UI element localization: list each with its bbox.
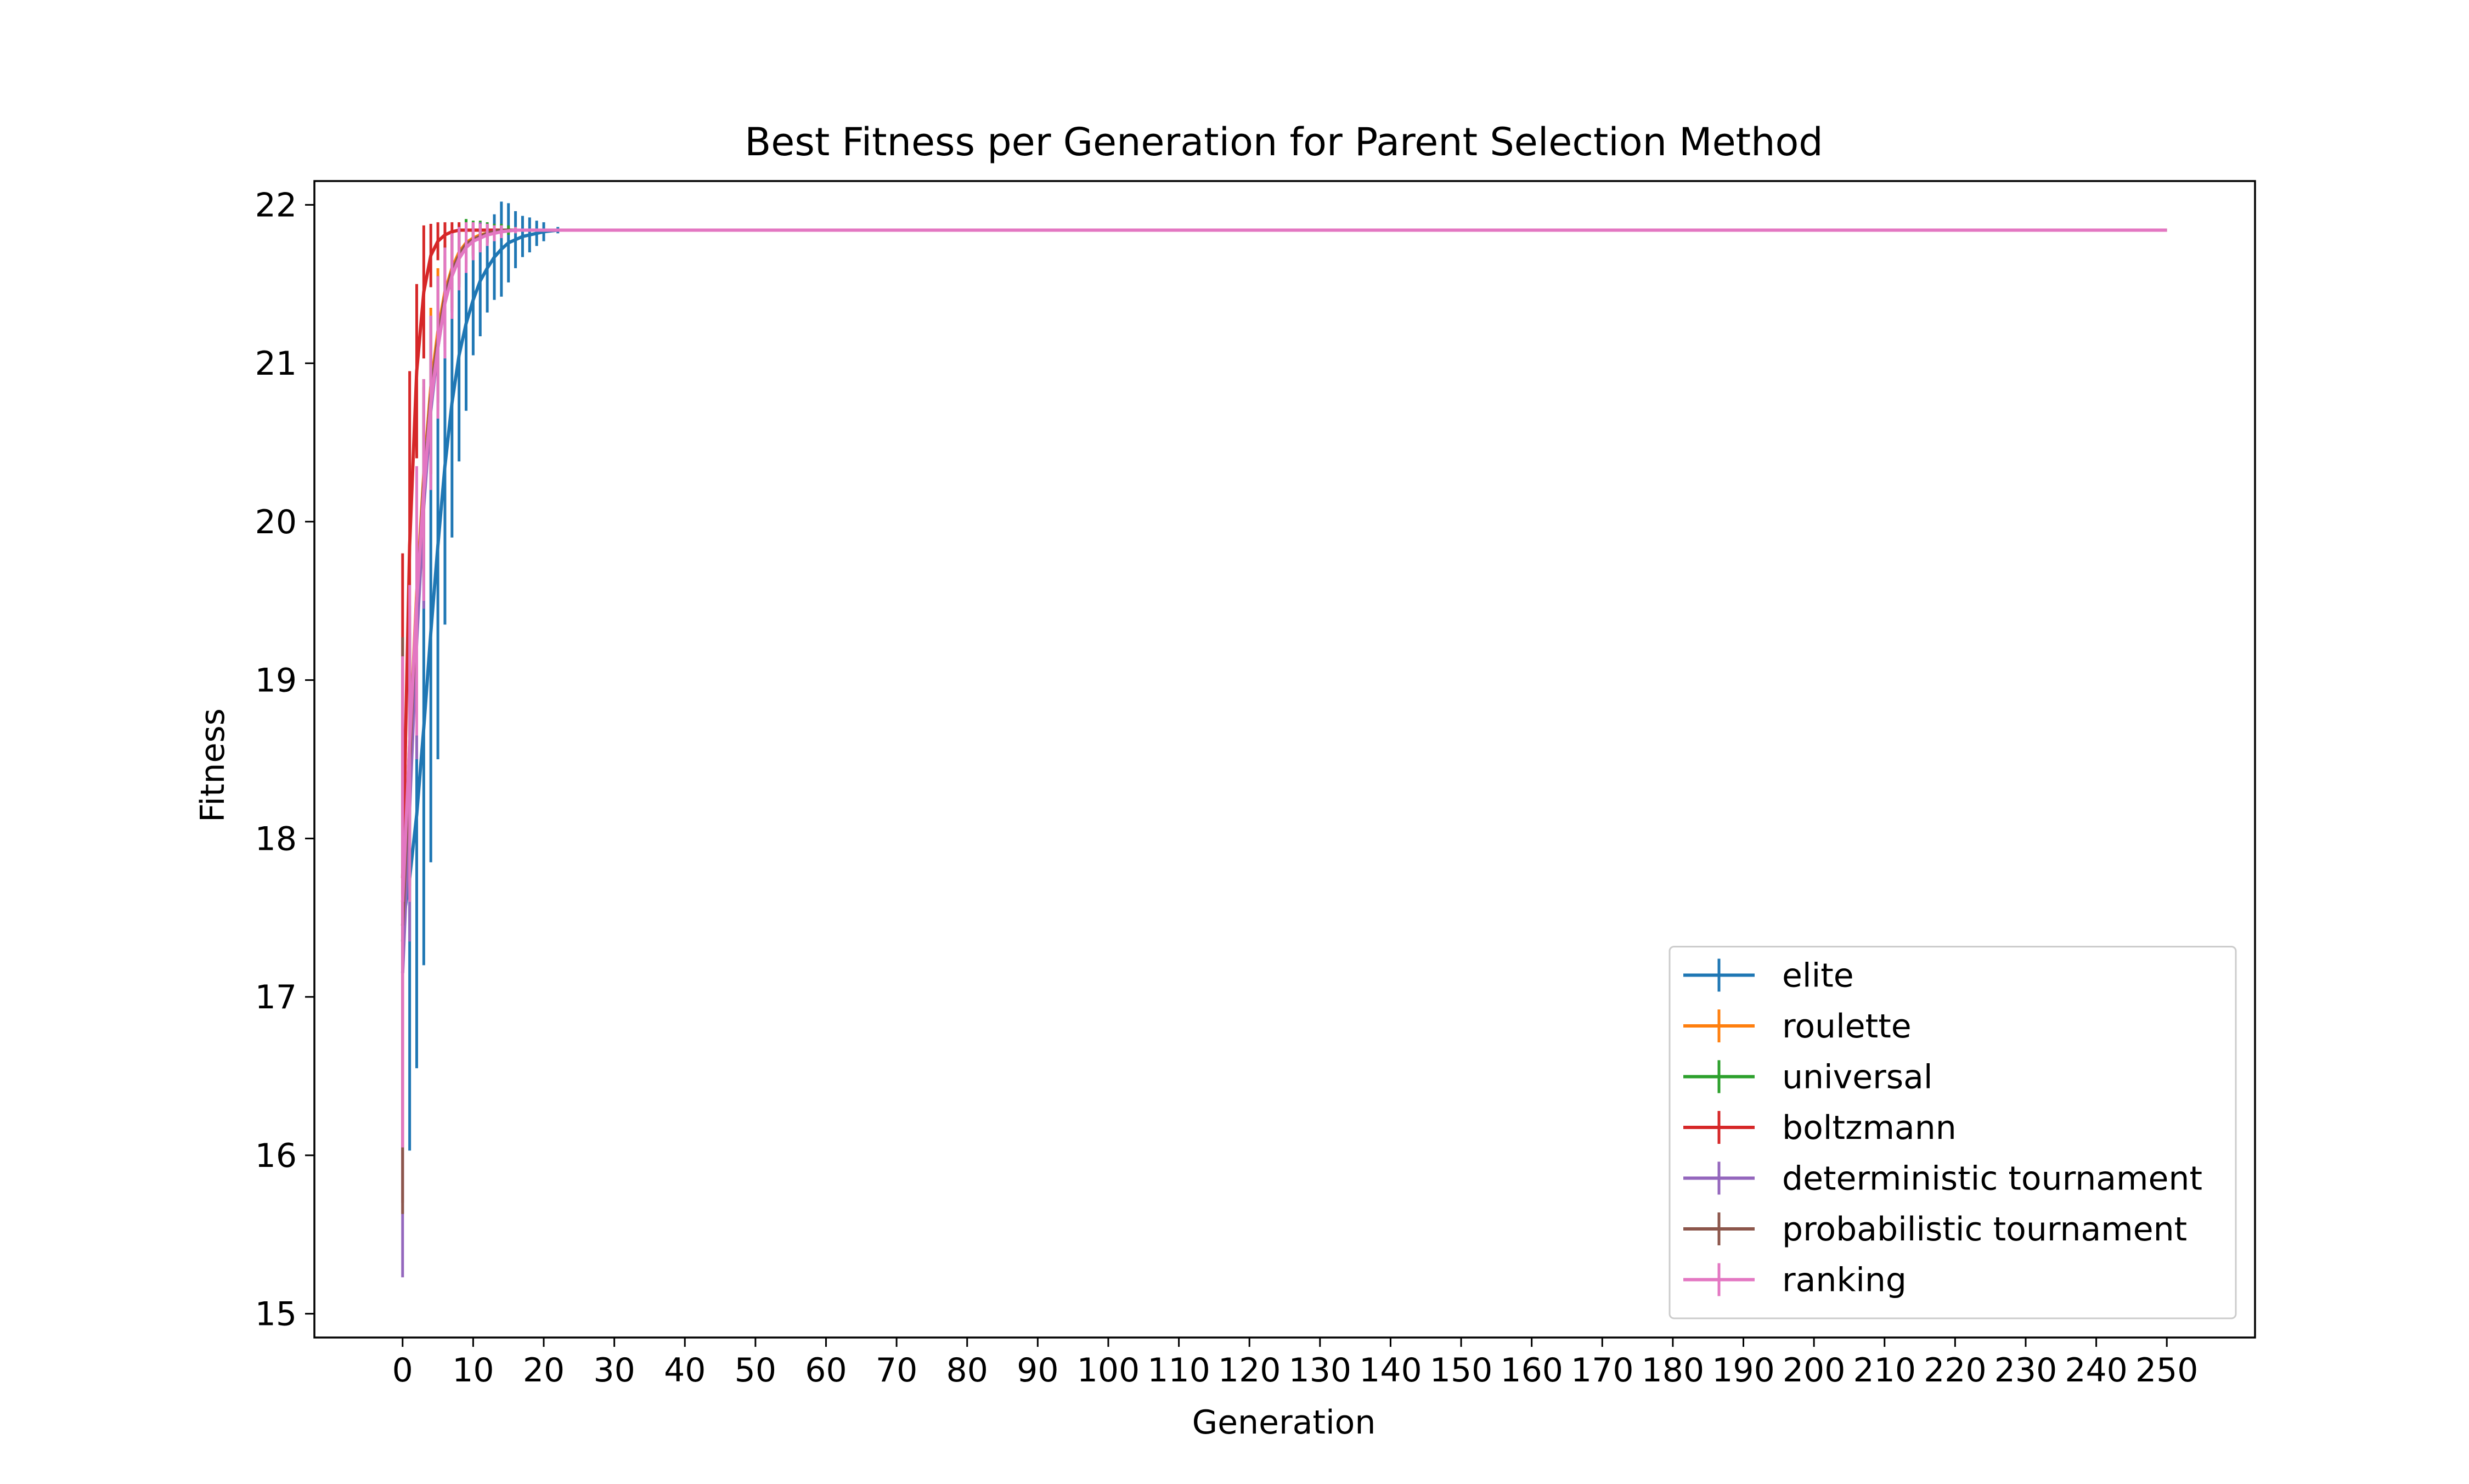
series-line bbox=[401, 228, 2167, 973]
series-line bbox=[401, 228, 2167, 926]
series-line bbox=[401, 228, 2167, 902]
x-tick-label: 100 bbox=[1077, 1351, 1140, 1390]
legend-label: universal bbox=[1782, 1058, 1933, 1097]
x-tick-label: 230 bbox=[1994, 1351, 2058, 1390]
x-tick-label: 70 bbox=[876, 1351, 917, 1390]
legend-item: roulette bbox=[1683, 1007, 1912, 1046]
plot-frame bbox=[313, 180, 2256, 1339]
y-tick-label: 18 bbox=[255, 820, 297, 858]
x-tick-label: 180 bbox=[1642, 1351, 1705, 1390]
legend-label: roulette bbox=[1782, 1007, 1912, 1046]
x-tick-label: 90 bbox=[1017, 1351, 1058, 1390]
series-line bbox=[401, 228, 2167, 878]
legend-item: elite bbox=[1683, 957, 1854, 995]
series-line bbox=[401, 228, 2167, 902]
x-tick-label: 60 bbox=[805, 1351, 847, 1390]
x-tick-label: 80 bbox=[946, 1351, 988, 1390]
x-tick-label: 160 bbox=[1500, 1351, 1563, 1390]
legend-label: probabilistic tournament bbox=[1782, 1210, 2187, 1249]
y-axis-label: Fitness bbox=[194, 708, 232, 822]
legend-label: boltzmann bbox=[1782, 1109, 1957, 1147]
y-tick-label: 22 bbox=[255, 186, 297, 224]
chart-title: Best Fitness per Generation for Parent S… bbox=[745, 120, 1823, 165]
y-tick-label: 17 bbox=[255, 978, 297, 1017]
legend-box bbox=[1668, 946, 2237, 1319]
x-tick-label: 240 bbox=[2065, 1351, 2128, 1390]
y-tick-label: 21 bbox=[255, 345, 297, 383]
x-tick-label: 40 bbox=[664, 1351, 706, 1390]
legend-label: elite bbox=[1782, 957, 1854, 995]
x-tick-label: 250 bbox=[2135, 1351, 2199, 1390]
x-tick-label: 220 bbox=[1924, 1351, 1987, 1390]
x-tick-label: 0 bbox=[392, 1351, 413, 1390]
x-tick-label: 150 bbox=[1430, 1351, 1493, 1390]
x-tick-label: 190 bbox=[1712, 1351, 1775, 1390]
x-tick-label: 170 bbox=[1571, 1351, 1634, 1390]
legend-item: probabilistic tournament bbox=[1683, 1210, 2187, 1249]
x-tick-label: 110 bbox=[1147, 1351, 1210, 1390]
series-line bbox=[401, 228, 2167, 926]
legend: elite roulette universal boltzmann determini… bbox=[1668, 946, 2237, 1319]
series-ranking bbox=[401, 222, 2167, 1148]
y-tick-label: 15 bbox=[255, 1295, 297, 1334]
series-line bbox=[401, 228, 2167, 942]
x-tick-label: 50 bbox=[735, 1351, 776, 1390]
plot-area bbox=[401, 201, 2167, 1278]
x-tick-label: 20 bbox=[523, 1351, 565, 1390]
x-tick-label: 200 bbox=[1783, 1351, 1846, 1390]
x-axis-label: Generation bbox=[1192, 1403, 1376, 1442]
y-tick-label: 16 bbox=[255, 1137, 297, 1175]
x-axis-ticks: 0 10 20 30 40 50 60 70 80 90 100 110 120 130 140 150 160… bbox=[392, 1338, 2199, 1390]
legend-label: ranking bbox=[1782, 1261, 1907, 1300]
legend-item: deterministic tournament bbox=[1683, 1160, 2202, 1198]
y-axis-ticks: 15 16 17 18 19 20 21 22 bbox=[255, 186, 314, 1334]
x-tick-label: 140 bbox=[1359, 1351, 1422, 1390]
x-tick-label: 10 bbox=[452, 1351, 494, 1390]
legend-label: deterministic tournament bbox=[1782, 1160, 2202, 1198]
x-tick-label: 30 bbox=[593, 1351, 635, 1390]
legend-item: boltzmann bbox=[1683, 1109, 1957, 1147]
x-tick-label: 210 bbox=[1853, 1351, 1916, 1390]
legend-item: universal bbox=[1683, 1058, 1933, 1097]
x-tick-label: 120 bbox=[1218, 1351, 1281, 1390]
x-tick-label: 130 bbox=[1289, 1351, 1352, 1390]
legend-item: ranking bbox=[1683, 1261, 1907, 1300]
y-tick-label: 19 bbox=[255, 662, 297, 700]
y-tick-label: 20 bbox=[255, 503, 297, 541]
series-universal bbox=[401, 219, 2167, 973]
series-roulette bbox=[401, 222, 2167, 950]
